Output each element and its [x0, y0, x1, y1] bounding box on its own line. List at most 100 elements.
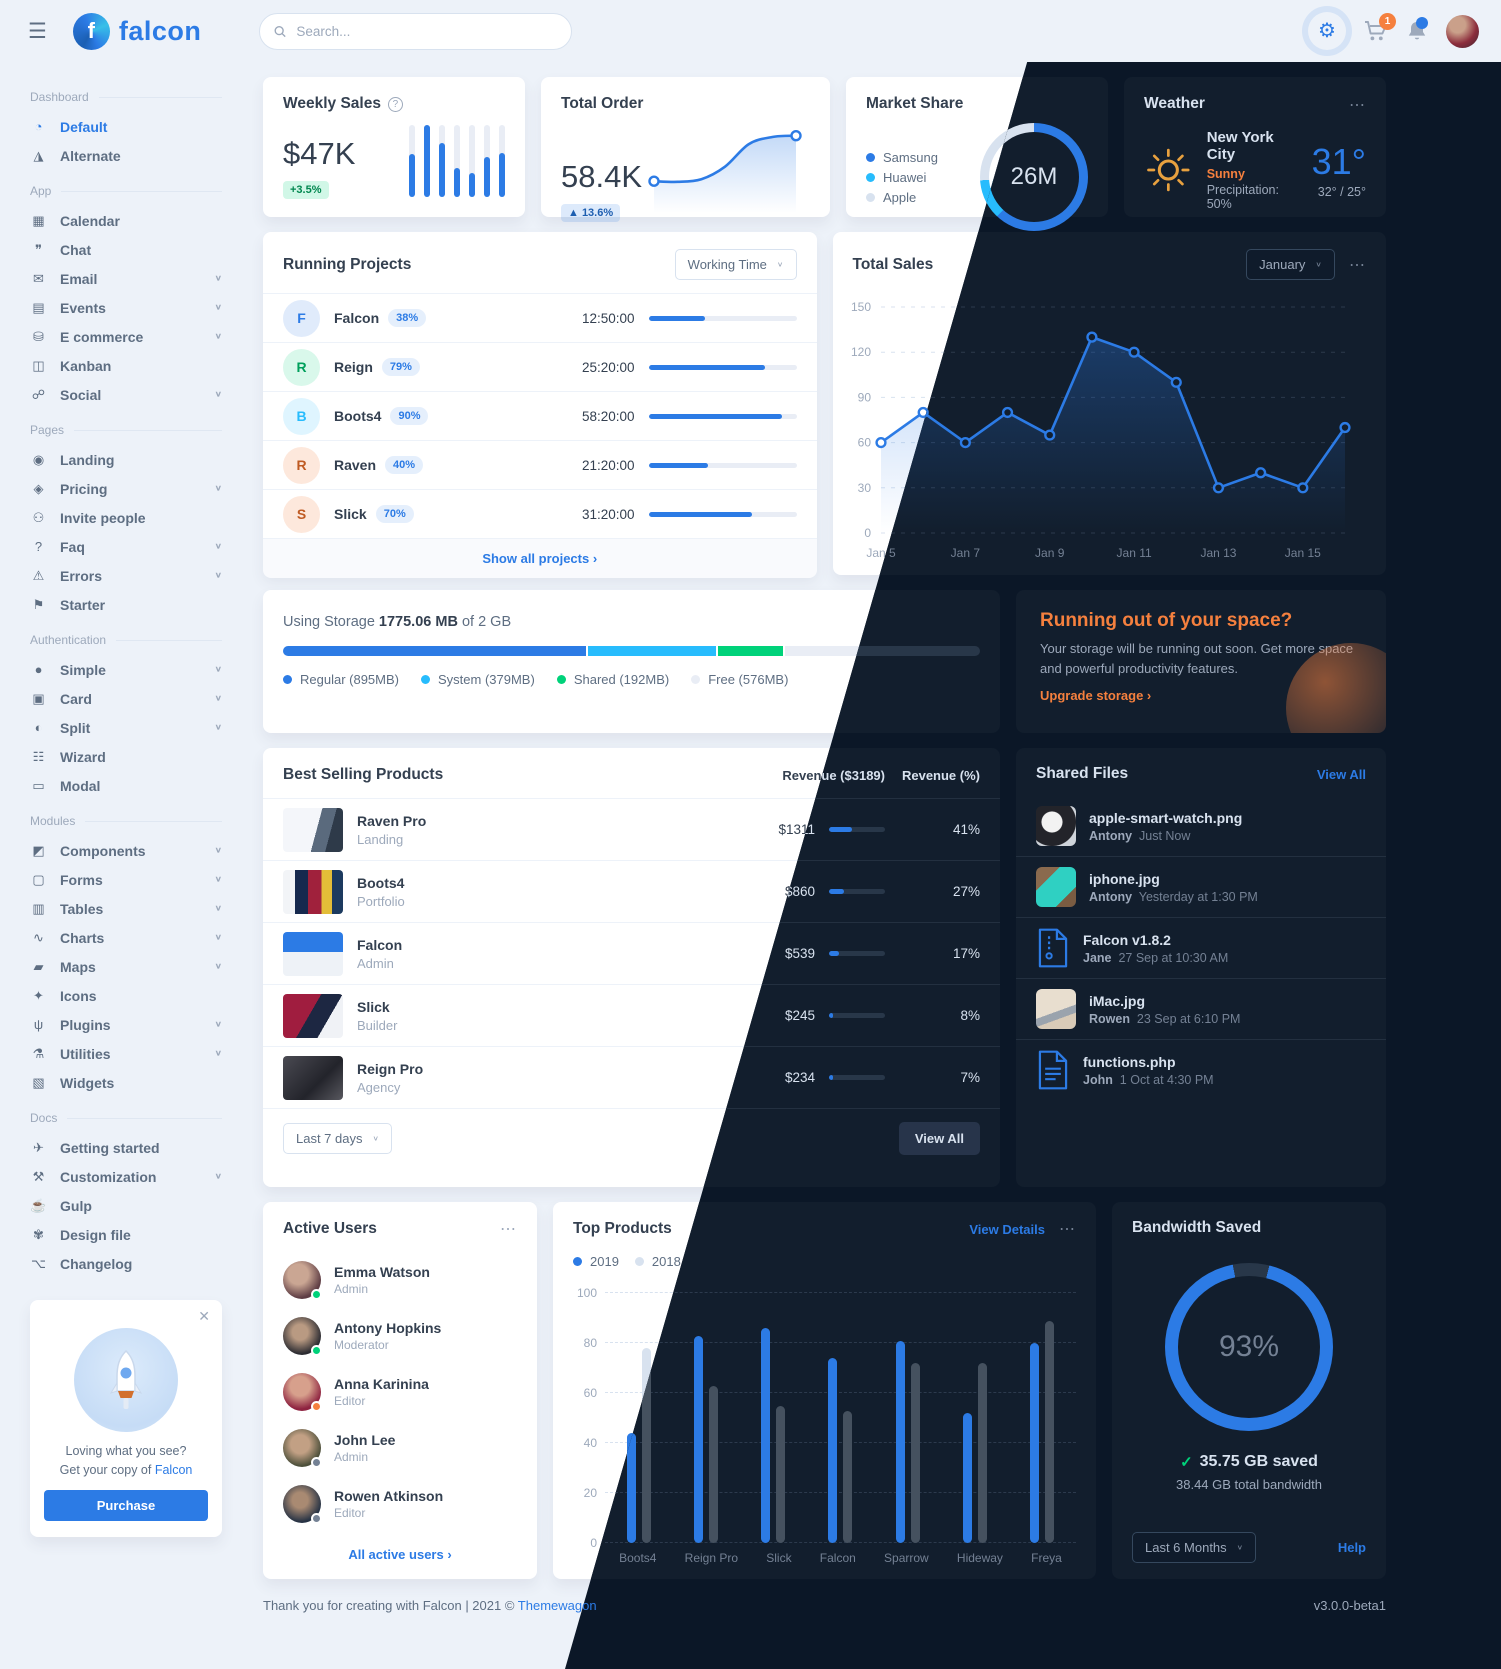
last-7-days-select[interactable]: Last 7 days∨ [283, 1123, 393, 1154]
sidebar-item-changelog[interactable]: ⌥ Changelog [31, 1255, 133, 1272]
sidebar-item-pricing[interactable]: ◈ Pricing ∨ [30, 474, 223, 503]
sidebar-item-charts[interactable]: ∿ Charts ∨ [30, 923, 222, 952]
show-all-projects-link[interactable]: Show all projects › [263, 538, 817, 578]
widgets-icon: ▧ [32, 1074, 45, 1090]
view-details-link[interactable]: View Details [969, 1221, 1045, 1237]
upgrade-storage-link[interactable]: Upgrade storage › [1040, 688, 1152, 703]
help-icon[interactable]: ? [387, 96, 403, 112]
help-link[interactable]: Help [1337, 1540, 1366, 1555]
total-sales-menu-icon[interactable]: ⋯ [1349, 256, 1366, 274]
sidebar-item-customization[interactable]: ⚒ Customization ∨ [30, 1162, 222, 1191]
sidebar-item-calendar[interactable]: ▦ Calendar [30, 206, 222, 235]
close-icon[interactable]: ✕ [198, 1308, 210, 1324]
changelog-icon: ⌥ [31, 1255, 46, 1271]
cart-button[interactable]: 1 [1364, 13, 1396, 42]
sidebar-item-default[interactable]: ◔ Default [30, 112, 222, 141]
sidebar-item-faq[interactable]: ? Faq ∨ [30, 532, 222, 561]
sidebar-item-icons[interactable]: ✦ Icons [30, 981, 222, 1010]
shared-file-row[interactable]: functions.php John 1 Oct at 4:30 PM [1016, 1039, 1386, 1100]
sidebar-item-tables[interactable]: ▥ Tables ∨ [30, 894, 222, 923]
sidebar-item-landing[interactable]: ◉ Landing [30, 445, 222, 474]
search-input[interactable] [294, 22, 558, 40]
sidebar-item-events[interactable]: ▤ Events ∨ [30, 293, 222, 322]
hamburger-menu-icon[interactable]: ☰ [28, 19, 47, 43]
social-icon: ☍ [31, 386, 46, 402]
all-active-users-link[interactable]: All active users › [348, 1547, 452, 1562]
sidebar-item-design-file[interactable]: ✾ Design file [30, 1220, 222, 1249]
working-time-select[interactable]: Working Time∨ [674, 249, 797, 280]
weekly-sales-title: Weekly Sales [283, 95, 381, 112]
shared-file-row[interactable]: apple-smart-watch.png Antony Just Now [1016, 796, 1386, 856]
search-box[interactable] [259, 12, 573, 50]
sidebar-item-modal[interactable]: ▭ Modal [30, 771, 222, 800]
settings-button[interactable]: ⚙ [1308, 12, 1346, 50]
bar-group [895, 1340, 920, 1543]
chevron-down-icon: ∨ [214, 1049, 222, 1058]
falcon-copy-link[interactable]: Falcon [154, 1462, 193, 1477]
sidebar-item-social[interactable]: ☍ Social ∨ [31, 386, 222, 403]
chevron-down-icon: ∨ [214, 723, 222, 732]
sidebar-item-getting-started[interactable]: ✈ Getting started [30, 1133, 222, 1162]
weather-menu-icon[interactable]: ⋯ [1349, 97, 1367, 114]
shared-file-row[interactable]: iMac.jpg Rowen 23 Sep at 6:10 PM [1016, 978, 1386, 1039]
chevron-down-icon: ∨ [214, 484, 222, 493]
file-thumbnail [1036, 806, 1076, 846]
legend-item[interactable]: 2018 [634, 1254, 681, 1269]
product-thumbnail [283, 931, 343, 976]
notification-dot [1416, 16, 1428, 29]
user-avatar[interactable] [1446, 14, 1479, 48]
themewagon-link[interactable]: Themewagon [517, 1598, 597, 1613]
sidebar-item-errors[interactable]: ⚠ Errors ∨ [30, 561, 222, 590]
chevron-down-icon: ∨ [214, 1020, 222, 1029]
file-thumbnail [1036, 867, 1076, 907]
sidebar-item-e-commerce[interactable]: ⛁ E commerce ∨ [30, 322, 222, 351]
sidebar-item-forms[interactable]: ▢ Forms ∨ [30, 865, 222, 894]
shared-files-view-all-link[interactable]: View All [1316, 766, 1366, 782]
brand-logo[interactable]: f falcon [72, 12, 202, 50]
project-avatar: S [283, 495, 320, 533]
status-dot [311, 1513, 322, 1524]
sidebar-item-split[interactable]: ◐ Split ∨ [30, 713, 222, 742]
sidebar-item-utilities[interactable]: ⚗ Utilities ∨ [30, 1039, 222, 1068]
notifications-button[interactable] [1406, 16, 1428, 43]
purchase-button[interactable]: Purchase [44, 1489, 208, 1521]
sidebar-item-starter[interactable]: ⚑ Starter [30, 590, 222, 619]
svg-text:Jan 15: Jan 15 [1284, 546, 1320, 560]
plugins-icon: ψ [33, 1017, 44, 1032]
sidebar-item-gulp[interactable]: ☕ Gulp [30, 1197, 92, 1214]
sidebar-item-widgets[interactable]: ▧ Widgets [30, 1068, 222, 1097]
sidebar-nav: Dashboard ◔ Default ◮ Alternate App ▦ Ca… [30, 90, 222, 1278]
view-all-button[interactable]: View All [898, 1122, 980, 1155]
legend-item[interactable]: 2019 [573, 1254, 619, 1269]
sidebar-item-plugins[interactable]: ψ Plugins ∨ [30, 1010, 222, 1039]
sidebar-item-card[interactable]: ▣ Card ∨ [30, 684, 222, 713]
sidebar-item-simple[interactable]: ● Simple ∨ [30, 655, 222, 684]
sidebar-item-chat[interactable]: ❞ Chat [30, 235, 222, 264]
active-users-menu-icon[interactable]: ⋯ [500, 1221, 517, 1238]
last-6-months-select[interactable]: Last 6 Months∨ [1132, 1532, 1257, 1563]
top-products-menu-icon[interactable]: ⋯ [1059, 1221, 1076, 1238]
shared-file-row[interactable]: iphone.jpg Antony Yesterday at 1:30 PM [1016, 856, 1386, 917]
sidebar-item-components[interactable]: ◩ Components ∨ [30, 836, 222, 865]
sidebar-item-kanban[interactable]: ◫ Kanban [30, 351, 222, 380]
sidebar-item-alternate[interactable]: ◮ Alternate [30, 141, 222, 170]
sidebar-item-maps[interactable]: ▰ Maps ∨ [30, 952, 223, 981]
month-select[interactable]: January∨ [1246, 249, 1335, 280]
sidebar-item-wizard[interactable]: ☷ Wizard [30, 742, 222, 771]
sidebar-item-email[interactable]: ✉ Email ∨ [30, 264, 222, 293]
sidebar-item-invite-people[interactable]: ⚇ Invite people [30, 503, 222, 532]
shared-file-row[interactable]: Falcon v1.8.2 Jane 27 Sep at 10:30 AM [1016, 917, 1386, 978]
